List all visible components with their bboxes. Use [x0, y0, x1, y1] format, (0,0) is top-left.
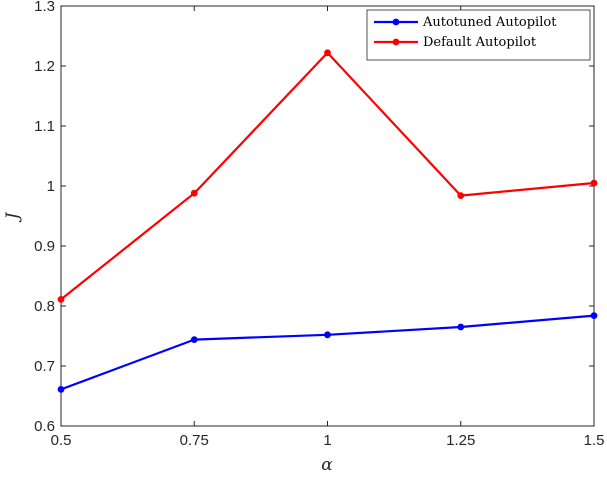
- series-layer: [57, 49, 598, 393]
- y-ticks: 0.6 0.7 0.8 0.9 1 1.1 1.2 1.3: [34, 0, 594, 435]
- legend-label: Autotuned Autopilot: [422, 15, 557, 30]
- x-ticks: 0.5 0.75 1 1.25 1.5: [51, 6, 605, 449]
- x-tick-label: 0.75: [180, 432, 209, 449]
- legend-marker: [392, 18, 400, 26]
- data-point: [57, 386, 65, 393]
- y-tick-label: 1.3: [34, 0, 55, 15]
- y-tick-label: 1.2: [34, 58, 55, 75]
- legend-label: Default Autopilot: [423, 35, 537, 50]
- y-tick-label: 0.7: [34, 358, 55, 375]
- x-tick-label: 0.5: [51, 432, 72, 449]
- legend: Autotuned Autopilot Default Autopilot: [366, 9, 591, 61]
- data-point: [457, 192, 465, 200]
- y-tick-label: 0.9: [34, 238, 55, 255]
- legend-marker: [392, 38, 400, 46]
- x-tick-label: 1.5: [584, 432, 605, 449]
- data-point: [57, 296, 65, 303]
- data-point: [324, 331, 331, 339]
- data-point: [190, 336, 198, 343]
- legend-box: [366, 9, 591, 61]
- data-point: [324, 49, 331, 57]
- y-tick-label: 1: [47, 178, 55, 195]
- x-axis-label: α: [321, 455, 333, 475]
- plot-area: [60, 5, 595, 427]
- y-axis-label: J: [3, 211, 23, 222]
- data-point: [590, 179, 598, 187]
- x-tick-label: 1: [323, 432, 331, 449]
- data-point: [590, 312, 598, 319]
- x-tick-label: 1.25: [446, 432, 475, 449]
- data-point: [457, 323, 465, 331]
- y-tick-label: 1.1: [34, 118, 55, 135]
- y-tick-label: 0.6: [34, 418, 55, 435]
- data-point: [190, 189, 198, 197]
- y-tick-label: 0.8: [34, 298, 55, 315]
